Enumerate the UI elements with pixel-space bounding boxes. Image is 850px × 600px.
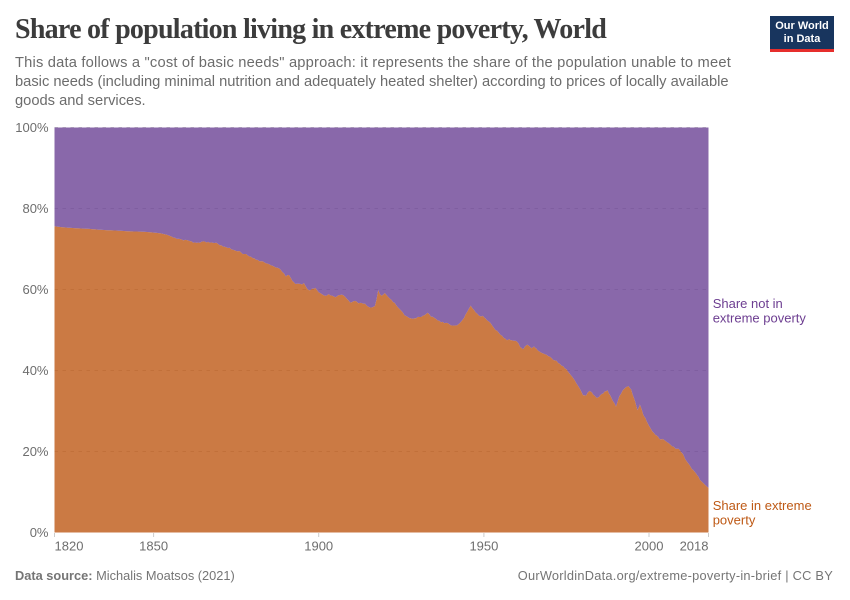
svg-text:1850: 1850: [139, 539, 168, 554]
svg-text:Share in extreme: Share in extreme: [713, 498, 812, 513]
svg-text:0%: 0%: [30, 525, 49, 540]
svg-text:60%: 60%: [22, 282, 48, 297]
svg-text:1820: 1820: [55, 539, 84, 554]
svg-text:80%: 80%: [22, 201, 48, 216]
svg-text:1950: 1950: [469, 539, 498, 554]
svg-text:40%: 40%: [22, 363, 48, 378]
svg-text:2000: 2000: [635, 539, 664, 554]
svg-text:extreme poverty: extreme poverty: [713, 310, 807, 325]
svg-text:2018: 2018: [680, 539, 709, 554]
svg-text:100%: 100%: [15, 120, 49, 135]
svg-text:20%: 20%: [22, 444, 48, 459]
svg-text:Share not in: Share not in: [713, 296, 783, 311]
svg-text:poverty: poverty: [713, 512, 756, 527]
svg-text:1900: 1900: [304, 539, 333, 554]
